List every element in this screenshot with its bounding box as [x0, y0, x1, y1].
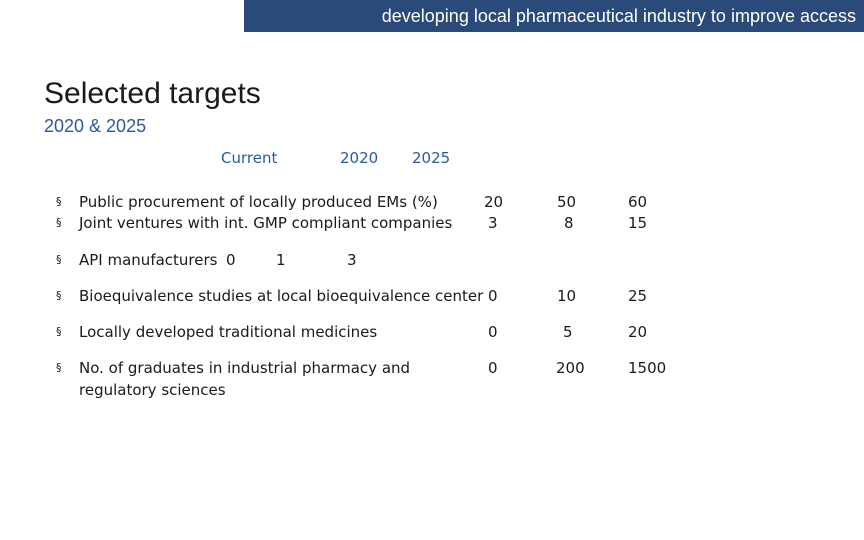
row-public-procurement-2025: 60: [628, 193, 648, 211]
row-joint-ventures-current: 3: [488, 214, 498, 232]
row-public-procurement-current: 20: [484, 193, 504, 211]
row-joint-ventures-2025: 15: [628, 214, 648, 232]
row-label-graduates-line2: regulatory sciences: [79, 381, 226, 399]
column-header-2020: 2020: [340, 149, 379, 167]
row-traditional-medicines-2020: 5: [563, 323, 573, 341]
row-bioequivalence-2025: 25: [628, 287, 648, 305]
row-api-manufacturers-current: 0: [226, 251, 236, 269]
row-label-traditional-medicines: Locally developed traditional medicines: [79, 323, 378, 341]
bullet-icon: §: [56, 216, 62, 229]
column-header-2025: 2025: [412, 149, 451, 167]
row-label-api-manufacturers: API manufacturers: [79, 251, 218, 269]
row-graduates-2025: 1500: [628, 359, 667, 377]
row-graduates-2020: 200: [556, 359, 585, 377]
row-label-graduates-line1: No. of graduates in industrial pharmacy …: [79, 359, 411, 377]
bullet-icon: §: [56, 325, 62, 338]
row-label-bioequivalence: Bioequivalence studies at local bioequiv…: [79, 287, 484, 305]
page-title: Selected targets: [44, 77, 261, 110]
page-subtitle: 2020 & 2025: [44, 116, 147, 136]
row-label-public-procurement: Public procurement of locally produced E…: [79, 193, 438, 211]
row-traditional-medicines-2025: 20: [628, 323, 648, 341]
row-graduates-current: 0: [488, 359, 498, 377]
row-label-joint-ventures: Joint ventures with int. GMP compliant c…: [79, 214, 453, 232]
row-bioequivalence-current: 0: [488, 287, 498, 305]
header-banner: developing local pharmaceutical industry…: [244, 0, 864, 32]
row-api-manufacturers-2020: 1: [276, 251, 286, 269]
bullet-icon: §: [56, 253, 62, 266]
bullet-icon: §: [56, 195, 62, 208]
row-bioequivalence-2020: 10: [557, 287, 577, 305]
row-public-procurement-2020: 50: [557, 193, 577, 211]
bullet-icon: §: [56, 361, 62, 374]
row-joint-ventures-2020: 8: [564, 214, 574, 232]
bullet-icon: §: [56, 289, 62, 302]
row-traditional-medicines-current: 0: [488, 323, 498, 341]
column-header-current: Current: [221, 149, 278, 167]
row-api-manufacturers-2025: 3: [347, 251, 357, 269]
